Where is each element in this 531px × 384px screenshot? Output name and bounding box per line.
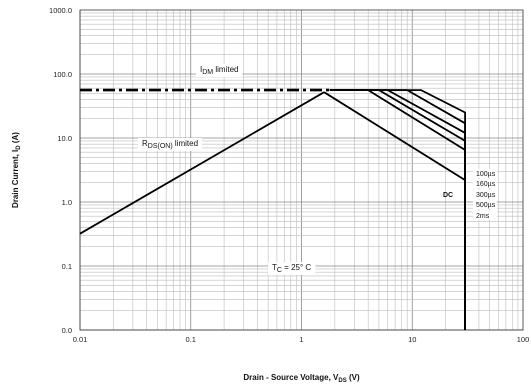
x-tick-label: 10 xyxy=(408,335,416,344)
idm-label-bg xyxy=(196,64,243,77)
series-line-dc xyxy=(323,91,467,330)
series-line-2ms xyxy=(329,89,467,330)
annotations: IDM limited RDS(ON) limited TC = 25° C D… xyxy=(138,64,453,275)
series-label-bg-2ms xyxy=(473,211,497,220)
y-tick-label: 100.0 xyxy=(53,70,72,79)
y-tick-label: 1000.0 xyxy=(49,6,72,15)
y-tick-label: 10.0 xyxy=(57,134,72,143)
series-label-2ms: 2ms xyxy=(476,213,490,220)
series-label-300us: 300µs xyxy=(476,192,496,199)
series-label-bg-160us xyxy=(473,179,497,188)
y-tick-label: 0.0 xyxy=(62,326,72,335)
y-axis-title: Drain Current, ID (A) xyxy=(11,132,22,208)
series-label-160us: 160µs xyxy=(476,181,496,188)
plot-frame xyxy=(79,9,524,331)
x-tick-label: 1 xyxy=(299,335,303,344)
x-tick-label: 0.01 xyxy=(73,335,88,344)
dc-label: DC xyxy=(443,192,453,199)
series-line-300us xyxy=(329,89,467,330)
rds-on-limited-label: RDS(ON) limited xyxy=(142,139,198,150)
case-temperature-label: TC = 25° C xyxy=(272,263,311,274)
tc-label-bg xyxy=(268,262,316,275)
y-tick-label: 0.1 xyxy=(62,262,72,271)
series-label-bg-500us xyxy=(473,200,497,209)
series-label-100us: 100µs xyxy=(476,171,496,178)
x-axis-title: Drain - Source Voltage, VDS (V) xyxy=(243,373,360,384)
plot-grid xyxy=(79,10,523,331)
rds-on-limit-line xyxy=(79,91,325,235)
y-tick-label: 1.0 xyxy=(62,198,72,207)
series-label-bg-100us xyxy=(473,169,497,178)
series-line-500us xyxy=(329,89,467,330)
x-tick-label: 0.1 xyxy=(186,335,196,344)
rds-label-bg xyxy=(138,138,203,151)
series-lines xyxy=(79,88,467,330)
idm-limited-label: IDM limited xyxy=(200,65,238,76)
series-label-bg-300us xyxy=(473,190,497,199)
series-line-160us xyxy=(329,89,467,330)
x-tick-label: 100 xyxy=(517,335,530,344)
series-label-500us: 500µs xyxy=(476,202,496,209)
series-line-100us xyxy=(329,89,467,330)
pulse-width-labels: 100µs 160µs 300µs 500µs 2ms xyxy=(473,169,497,220)
